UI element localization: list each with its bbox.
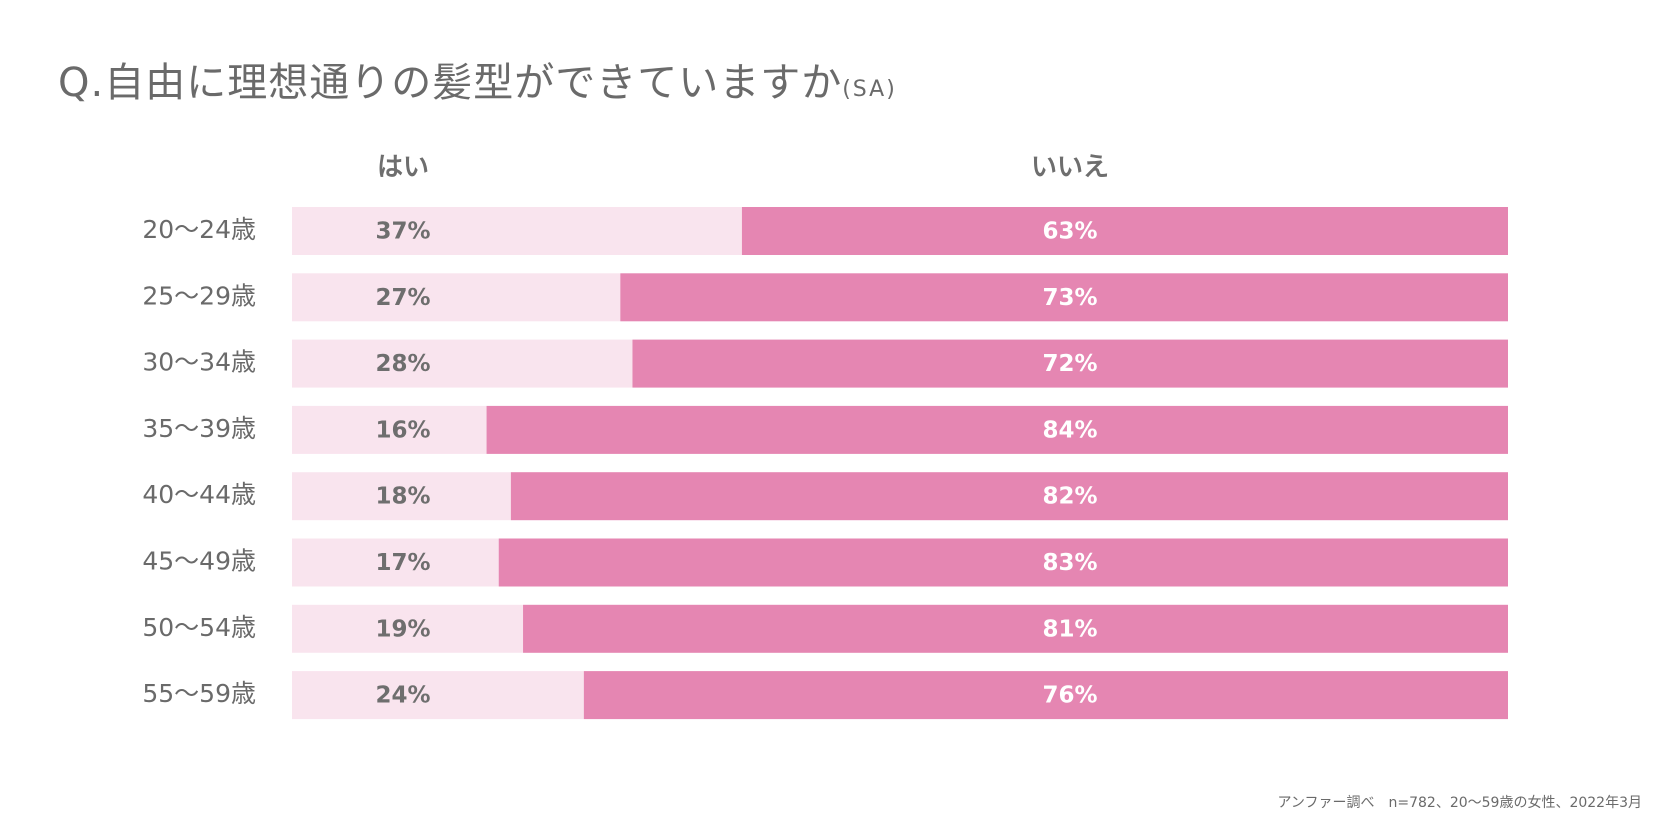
data-label-yes: 24% (375, 683, 430, 709)
data-label-no: 63% (1042, 219, 1097, 245)
category-label: 50〜54歳 (142, 613, 256, 642)
bar-no (741, 207, 1508, 255)
bar-yes (292, 604, 524, 653)
bar-yes (292, 207, 742, 255)
data-label-yes: 18% (375, 484, 430, 510)
data-label-no: 76% (1042, 683, 1097, 709)
data-label-yes: 17% (375, 550, 430, 576)
bar-no (486, 405, 1508, 454)
data-label-yes: 19% (375, 616, 430, 642)
bar-yes (292, 472, 511, 521)
bar-yes (292, 671, 584, 720)
bar-yes (292, 538, 499, 587)
data-label-yes: 27% (375, 285, 430, 311)
chart-title-main: Q.自由に理想通りの髪型ができていますか (58, 60, 843, 106)
data-label-no: 82% (1042, 484, 1097, 510)
data-label-no: 73% (1042, 285, 1097, 311)
data-label-no: 83% (1042, 550, 1097, 576)
bar-yes (292, 405, 487, 454)
data-label-no: 84% (1042, 417, 1097, 443)
data-label-yes: 28% (375, 351, 430, 377)
bar-no (583, 671, 1508, 720)
bar-no (510, 472, 1508, 521)
data-label-no: 81% (1042, 616, 1097, 642)
bar-no (620, 273, 1508, 322)
data-label-yes: 37% (375, 219, 430, 245)
bar-yes (292, 339, 633, 388)
data-label-no: 72% (1042, 351, 1097, 377)
category-label: 20〜24歳 (142, 215, 256, 244)
legend-label-no: いいえ (1031, 153, 1109, 183)
bar-yes (292, 273, 621, 322)
bar-no (498, 538, 1509, 587)
legend-label-yes: はい (377, 153, 429, 183)
category-label: 55〜59歳 (142, 679, 256, 708)
bar-no (632, 339, 1508, 388)
category-label: 30〜34歳 (142, 348, 256, 377)
category-label: 25〜29歳 (142, 281, 256, 310)
category-label: 45〜49歳 (142, 547, 256, 576)
source-note: アンファー調べ n=782、20〜59歳の女性、2022年3月 (1277, 795, 1642, 811)
category-label: 35〜39歳 (142, 414, 256, 443)
bar-no (523, 604, 1508, 653)
chart-title: Q.自由に理想通りの髪型ができていますか(SA) (58, 50, 897, 108)
chart-title-suffix: (SA) (842, 77, 897, 102)
data-label-yes: 16% (375, 417, 430, 443)
category-label: 40〜44歳 (142, 480, 256, 509)
